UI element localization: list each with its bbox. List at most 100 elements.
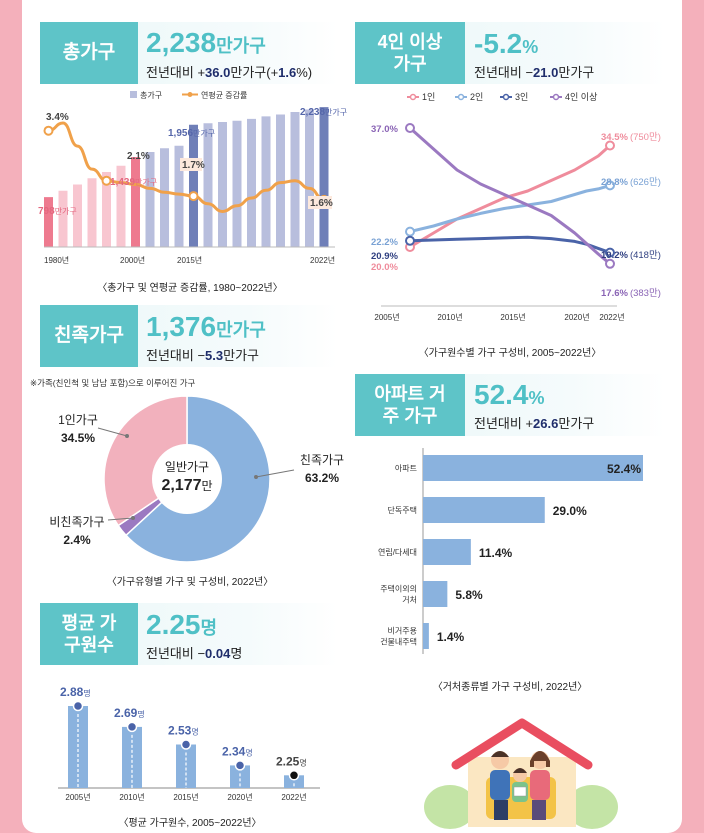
apart-bar [423,581,448,607]
apart-category-label: 단독주택 [388,505,417,515]
total-bar [87,178,97,247]
fp-end-label: 19.2% (418만) [601,250,661,261]
fp-x-tick: 2010년 [437,312,462,322]
pie-label-name: 1인가구 [58,413,98,427]
avg-value-label: 2.25명 [276,754,307,768]
total-sub-pct: 1.6 [278,65,297,80]
total-bar [232,120,242,247]
avg-tag: 평균 가구원수 [40,603,138,665]
fp-legend-dot [409,93,417,101]
total-chart: 총가구 연평균 증감률 1980년 2000년 2015년 2022년 798만… [38,90,347,265]
fourplus-legend: 1인 2인 3인 4인 이상 [407,92,597,102]
avg-bar-dot [234,760,246,771]
family-sub-suffix: 만가구 [223,348,260,363]
avg-bar-dot [72,700,84,712]
avg-chart: 2.88명 2005년 2.69명 2010년 2.53명 2015년 2.34명 2020년… [58,685,320,802]
total-bar [73,184,82,247]
total-bar [189,124,198,247]
total-bar [116,165,126,247]
avg-value-label: 2.69명 [114,706,145,720]
avg-bar [284,775,304,788]
total-line-labels: 3.4% 2.1% 1.7% 1.6% [46,112,333,209]
fp-x-tick: 2005년 [374,312,399,322]
total-bar [174,145,184,247]
total-bar-labels: 798만가구 1,439만가구 1,956만가구 2,238만가구 [38,107,347,217]
family-big-unit: 만가구 [216,320,266,340]
total-bar-label: 1,439만가구 [110,177,157,188]
fp-legend-label: 4인 이상 [565,92,597,102]
total-bar [203,123,213,247]
apart-big-number: 52.4% [474,379,545,411]
fp-start-label: 22.2% [371,237,398,248]
family-sub-prefix: 전년대비 − [146,348,206,363]
total-bar [261,116,271,247]
total-line-label: 1.7% [182,160,205,171]
total-big-unit: 만가구 [216,36,266,56]
pie-leader-dot [131,516,135,520]
apart-big-value: 52.4 [474,379,529,410]
avg-x-tick: 2010년 [119,792,144,802]
total-tag: 총가구 [40,22,138,84]
total-x-tick: 1980년 [44,255,69,265]
fourplus-big-value: -5.2 [474,28,523,59]
fp-end-label: 34.5% (750만) [601,132,661,143]
fp-legend-label: 3인 [515,92,528,102]
mother-hair [530,751,550,767]
pie-hole [152,444,222,514]
avg-bar [176,744,196,788]
house-roof-icon [451,718,593,770]
father-body [490,770,510,800]
fp-series-point [405,235,415,246]
fp-x-tick: 2015년 [500,312,525,322]
apart-tag: 아파트 거주 가구 [355,374,465,436]
fp-legend-dot [502,93,510,101]
apart-category-label: 거처 [402,596,417,605]
fourplus-sub-suffix: 만가구 [558,65,595,80]
book-icon [513,786,527,797]
fourplus-end-labels: 34.5% (750만) 28.8% (626만) 19.2% (418만) 17.6… [601,132,661,299]
father-hair [491,751,509,757]
fourplus-chart: 1인 2인 3인 4인 이상 20.0% 22.2% 20.9% 37.0% 34.5… [371,92,661,322]
pie-label-value: 2.4% [63,533,91,547]
avg-bar-dot [288,770,300,781]
avg-x-tick: 2015년 [173,792,198,802]
apart-sub-suffix: 만가구 [558,416,595,431]
apart-bar [423,497,545,523]
fourplus-tag: 4인 이상 가구 [355,22,465,84]
apart-sub-value: 26.6 [533,416,559,431]
total-bar [247,118,256,247]
avg-big-unit: 명 [200,618,218,638]
total-x-tick: 2000년 [120,255,145,265]
family-big-number: 1,376만가구 [146,311,266,343]
apart-value-label: 29.0% [553,504,587,518]
total-sub-mid: 만가구(+ [230,65,279,80]
total-bar [44,197,53,247]
avg-big-number: 2.25명 [146,609,217,641]
apart-bar [423,455,643,481]
fp-series-line [408,144,612,249]
pie-leader [107,517,134,521]
total-x-ticks: 1980년 2000년 2015년 2022년 [44,255,335,265]
fp-legend-label: 2인 [470,92,483,102]
apart-category-label: 연립/다세대 [378,548,417,557]
apart-category-label: 아파트 [395,463,417,473]
family-pie-chart: 일반가구 2,177만 친족가구 63.2% 비친족가구 2.4% 1인가구 3… [49,395,344,563]
child-hair [513,768,527,773]
fp-series-point [405,226,415,237]
family-big-value: 1,376 [146,311,217,342]
apart-category-label: 주택이외의 [380,584,417,594]
fp-series-line [408,183,612,234]
total-bar [102,172,111,247]
total-growth-line [47,121,326,213]
family-tag: 친족가구 [40,305,138,367]
pie-leader-dot [254,475,258,479]
fourplus-start-labels: 20.0% 22.2% 20.9% 37.0% [371,124,398,273]
pie-slice [103,395,188,527]
avg-subtitle: 전년대비 −0.04명 [146,643,242,662]
bush-icon [566,785,618,829]
pie-label-name: 비친족가구 [49,515,104,529]
avg-x-tick: 2020년 [227,792,252,802]
fp-series-point [405,123,415,133]
avg-sub-prefix: 전년대비 − [146,646,206,661]
